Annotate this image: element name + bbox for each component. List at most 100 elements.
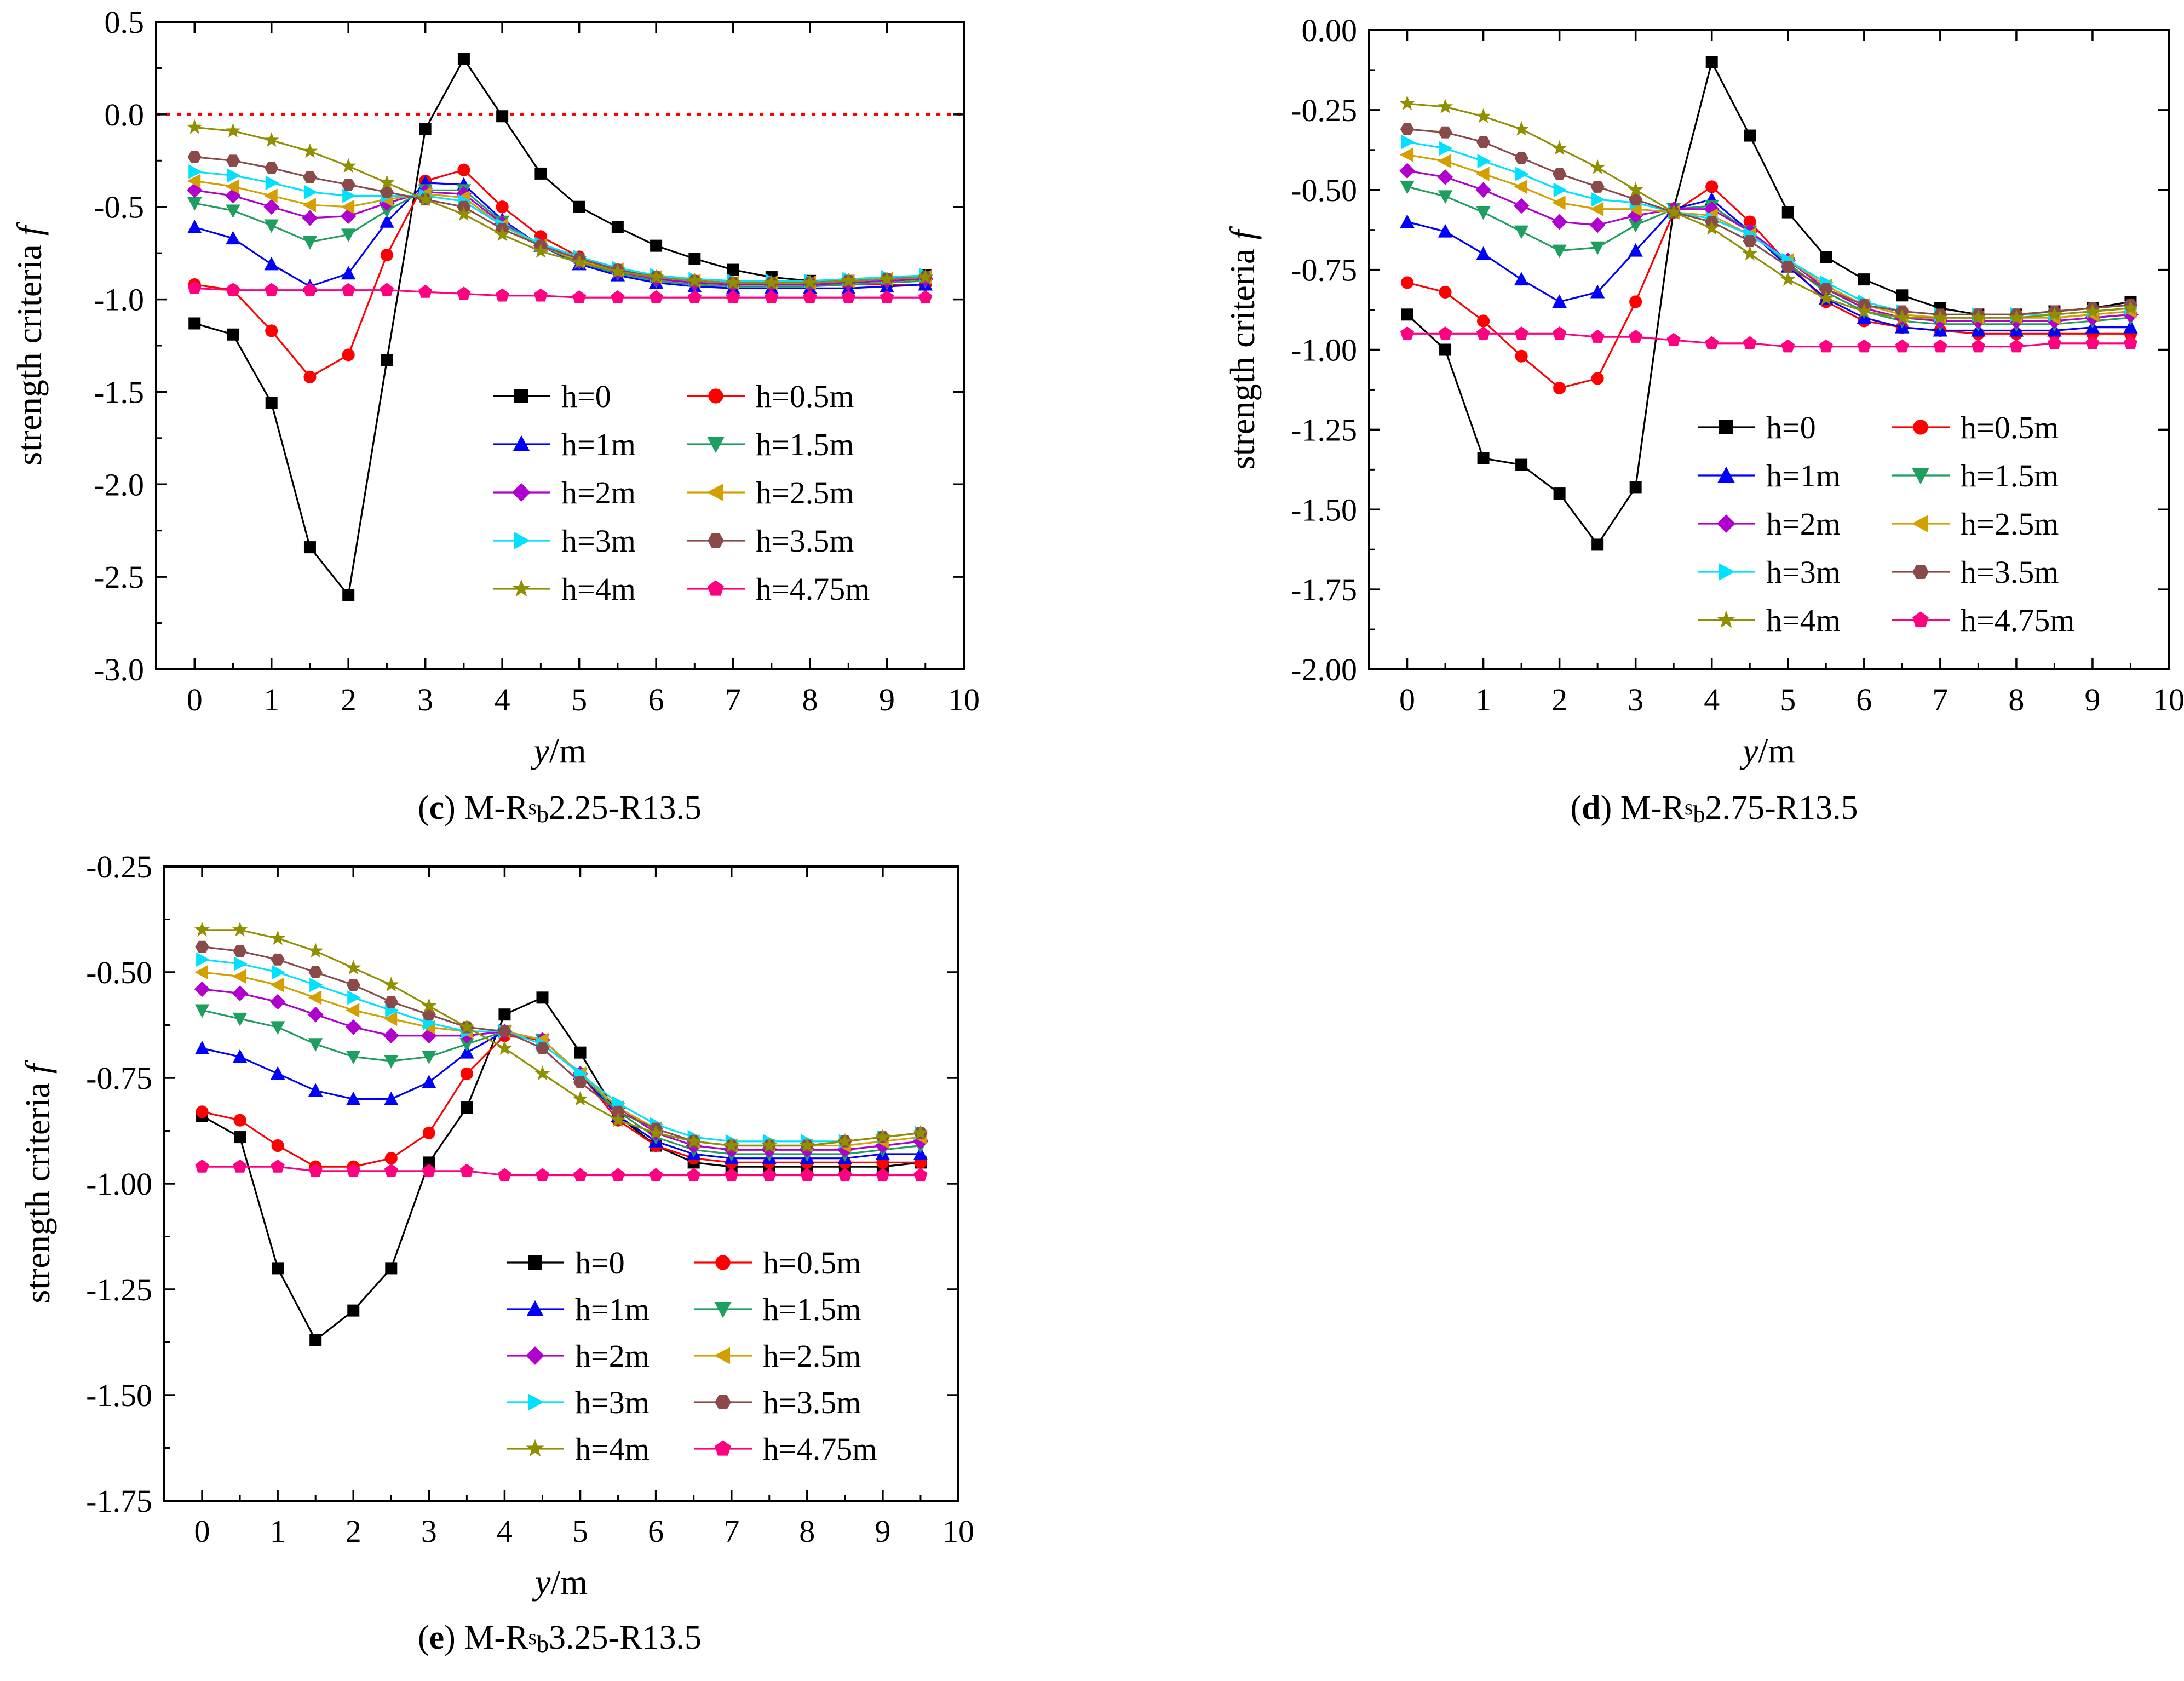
caption-superscript: s bbox=[528, 795, 537, 819]
data-point bbox=[265, 162, 279, 174]
series-h-4m bbox=[1399, 95, 2139, 325]
legend-label: h=4m bbox=[1766, 603, 1841, 638]
x-tick-label: 9 bbox=[2084, 682, 2100, 718]
legend-item: h=3m bbox=[507, 1385, 650, 1420]
series-line bbox=[202, 959, 921, 1143]
data-point bbox=[421, 997, 437, 1013]
data-point bbox=[1515, 349, 1528, 363]
series-line bbox=[1407, 102, 2131, 319]
caption-paren-open: ( bbox=[418, 789, 429, 827]
caption-paren-open: ( bbox=[418, 1619, 429, 1656]
legend-label: h=1.5m bbox=[1961, 458, 2059, 494]
legend-label: h=2m bbox=[561, 475, 636, 510]
data-point bbox=[187, 197, 202, 211]
data-point bbox=[307, 1006, 324, 1023]
data-point bbox=[227, 168, 241, 183]
data-point bbox=[379, 174, 395, 190]
data-point bbox=[263, 188, 278, 203]
data-point bbox=[841, 290, 855, 303]
legend-marker bbox=[1912, 565, 1929, 579]
data-point bbox=[495, 288, 509, 302]
legend: h=0 h=0.5m h=1m h=1.5m h=2m h=2.5m h=3m h=3.5m h… bbox=[1698, 410, 2074, 638]
data-point bbox=[1856, 303, 1872, 318]
x-tick-label: 7 bbox=[723, 1513, 739, 1549]
data-point bbox=[1818, 290, 1834, 306]
data-point bbox=[1437, 169, 1453, 185]
data-point bbox=[2123, 336, 2138, 349]
y-axis-title-var: f bbox=[10, 221, 49, 236]
series-line bbox=[1407, 198, 2131, 332]
data-point bbox=[271, 1139, 284, 1152]
legend-item: h=3.5m bbox=[1892, 554, 2059, 590]
data-point bbox=[270, 1021, 285, 1035]
data-point bbox=[196, 1105, 209, 1118]
y-axis-title-var: f bbox=[1223, 226, 1262, 240]
data-point bbox=[497, 1025, 512, 1038]
data-point bbox=[342, 348, 355, 362]
legend-marker bbox=[708, 580, 724, 596]
data-point bbox=[913, 1146, 928, 1160]
data-point bbox=[303, 370, 317, 383]
legend-marker bbox=[1911, 515, 1928, 532]
series-h-1m bbox=[194, 1024, 928, 1164]
data-point bbox=[1590, 329, 1605, 343]
y-tick-label: -2.0 bbox=[94, 467, 144, 502]
data-point bbox=[341, 158, 357, 173]
x-tick-label: 2 bbox=[341, 682, 357, 718]
legend-label: h=0.5m bbox=[756, 378, 854, 414]
data-point bbox=[611, 1168, 625, 1181]
legend: h=0 h=0.5m h=1m h=1.5m h=2m h=2.5m h=3m h=3.5m h… bbox=[493, 378, 870, 607]
data-point bbox=[2009, 339, 2024, 353]
legend-label: h=0 bbox=[561, 378, 611, 414]
data-point bbox=[225, 179, 239, 194]
x-tick-label: 7 bbox=[725, 682, 741, 718]
data-point bbox=[498, 1008, 511, 1021]
data-point bbox=[303, 283, 317, 296]
data-point bbox=[345, 1019, 361, 1035]
data-point bbox=[417, 191, 433, 206]
data-point bbox=[308, 1038, 323, 1052]
legend-marker bbox=[526, 1439, 544, 1457]
legend-marker bbox=[526, 1346, 544, 1365]
data-point bbox=[1590, 241, 1605, 255]
series-h-0-5m bbox=[1400, 180, 2137, 395]
data-point bbox=[423, 1156, 435, 1169]
legend-marker bbox=[526, 1300, 544, 1316]
data-point bbox=[649, 1168, 663, 1181]
legend-marker bbox=[708, 388, 723, 404]
x-tick-label: 9 bbox=[875, 1513, 890, 1549]
series-h-2m bbox=[194, 981, 929, 1158]
data-point bbox=[272, 965, 285, 980]
data-point bbox=[1553, 381, 1566, 395]
data-point bbox=[1438, 326, 1452, 340]
x-axis-title: y/m bbox=[531, 731, 587, 770]
caption-suffix: 2.25-R13.5 bbox=[549, 789, 702, 827]
x-tick-label: 3 bbox=[417, 682, 433, 718]
y-tick-label: 0.0 bbox=[105, 97, 145, 133]
series-h-0-5m bbox=[188, 163, 932, 383]
data-point bbox=[918, 290, 933, 303]
data-point bbox=[380, 204, 394, 219]
y-tick-label: -0.75 bbox=[86, 1060, 152, 1096]
legend-item: h=1.5m bbox=[694, 1292, 861, 1327]
data-point bbox=[1819, 339, 1833, 353]
data-point bbox=[303, 541, 316, 554]
data-point bbox=[1514, 225, 1529, 239]
data-point bbox=[308, 990, 322, 1005]
series-h-1m bbox=[187, 175, 933, 295]
series-h-2m bbox=[1399, 163, 2139, 329]
data-point bbox=[342, 188, 356, 203]
y-tick-label: -0.75 bbox=[1291, 253, 1357, 288]
caption-suffix: 3.25-R13.5 bbox=[549, 1619, 702, 1656]
data-point bbox=[533, 288, 548, 302]
legend-item: h=1.5m bbox=[687, 427, 854, 462]
data-point bbox=[233, 945, 247, 957]
y-tick-label: -1.75 bbox=[86, 1483, 152, 1519]
data-point bbox=[384, 1152, 398, 1165]
data-point bbox=[536, 991, 549, 1004]
legend-marker bbox=[1717, 466, 1735, 483]
data-point bbox=[687, 272, 703, 288]
legend-marker bbox=[1912, 611, 1929, 627]
data-point bbox=[226, 283, 240, 296]
data-point bbox=[303, 171, 317, 183]
